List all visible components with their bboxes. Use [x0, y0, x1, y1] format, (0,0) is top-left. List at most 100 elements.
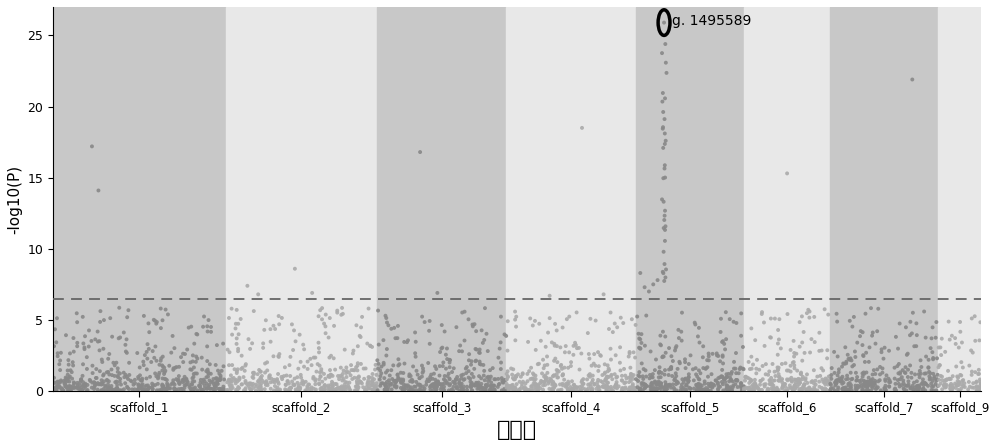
Point [83, 337, 99, 345]
Point [352, 378, 368, 385]
Point [657, 333, 673, 340]
Point [806, 367, 822, 374]
Point [326, 355, 342, 362]
Point [117, 380, 133, 387]
Point [386, 377, 402, 384]
Point [844, 357, 860, 364]
Point [677, 356, 693, 363]
Point [228, 380, 244, 387]
Point [457, 375, 473, 383]
Point [690, 333, 706, 340]
Point [770, 366, 786, 373]
Point [424, 381, 440, 388]
Point [353, 324, 369, 331]
Point [228, 376, 244, 384]
Point [203, 379, 219, 386]
Point [223, 382, 239, 389]
Point [496, 376, 512, 384]
Point [146, 316, 162, 323]
Point [951, 379, 967, 386]
Point [501, 387, 517, 394]
Point [433, 386, 449, 393]
Point [100, 381, 116, 388]
Point [498, 332, 514, 339]
Point [195, 387, 211, 394]
Point [365, 380, 381, 387]
Point [558, 380, 574, 388]
Point [671, 358, 687, 365]
Point [207, 380, 223, 387]
Point [333, 385, 349, 392]
Point [528, 387, 544, 394]
Point [287, 265, 303, 272]
Point [384, 380, 400, 388]
Point [643, 348, 659, 355]
Point [758, 371, 774, 378]
Point [99, 376, 115, 384]
Point [658, 266, 674, 273]
Point [269, 384, 285, 391]
Point [358, 387, 374, 394]
Point [75, 313, 91, 320]
Point [321, 384, 337, 391]
Point [288, 387, 304, 394]
Point [967, 313, 983, 320]
Point [769, 364, 785, 371]
Point [933, 372, 949, 380]
Point [257, 360, 273, 367]
Point [273, 373, 289, 380]
Point [737, 373, 753, 380]
Point [124, 378, 140, 385]
Point [933, 380, 949, 387]
Point [888, 333, 904, 341]
Point [515, 370, 531, 377]
Point [129, 350, 145, 357]
Point [964, 315, 980, 322]
Point [154, 383, 170, 390]
Point [964, 368, 980, 375]
Point [365, 371, 381, 378]
Point [752, 381, 768, 388]
Point [952, 371, 968, 379]
Point [681, 384, 697, 391]
Point [767, 315, 783, 322]
Point [630, 384, 646, 391]
Point [201, 316, 217, 324]
Point [951, 344, 967, 351]
Point [747, 381, 763, 388]
Point [448, 375, 464, 383]
Point [198, 380, 214, 387]
Point [139, 387, 155, 394]
Point [594, 383, 610, 390]
Point [168, 386, 184, 393]
Point [819, 355, 835, 362]
Point [440, 373, 456, 380]
Point [452, 383, 468, 390]
Point [321, 387, 337, 394]
Point [276, 372, 292, 380]
Point [934, 335, 950, 342]
Point [923, 380, 939, 387]
Point [470, 382, 486, 389]
Point [515, 371, 531, 378]
Point [451, 379, 467, 386]
Point [862, 379, 878, 386]
Point [970, 371, 986, 378]
Point [622, 385, 638, 392]
Point [116, 374, 132, 381]
Point [436, 383, 452, 390]
Point [448, 324, 464, 331]
Point [639, 383, 655, 390]
Point [500, 383, 516, 390]
Point [842, 356, 858, 363]
Point [948, 340, 964, 347]
Point [944, 332, 960, 339]
Point [900, 378, 916, 385]
Point [82, 377, 98, 384]
Point [87, 381, 103, 388]
Point [237, 386, 253, 393]
Point [786, 353, 802, 360]
Point [347, 387, 363, 394]
Point [890, 345, 906, 352]
Point [555, 380, 571, 388]
